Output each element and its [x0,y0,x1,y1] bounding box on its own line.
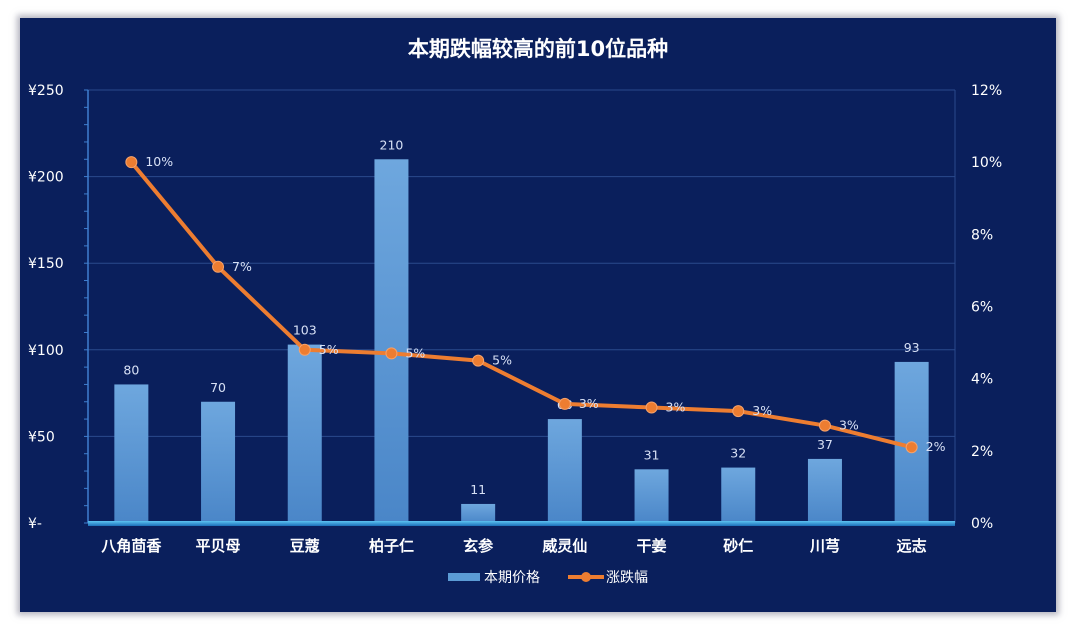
right-tick-label: 10% [971,155,1002,171]
legend-line-marker [581,572,591,582]
right-tick-label: 0% [971,516,993,532]
left-tick-label: ¥150 [28,256,64,272]
category-label: 砂仁 [723,537,753,555]
bar [721,467,756,523]
bar-value-label: 70 [210,380,226,395]
left-tick-label: ¥50 [28,429,55,445]
line-value-label: 3% [666,400,686,415]
bar-series: 8070103210116031323793 [88,137,955,526]
left-tick-label: ¥200 [28,170,64,186]
legend-bar-swatch [448,573,480,581]
line-point [212,260,225,273]
line-point [298,343,311,356]
grid-lines [88,89,955,437]
line-value-label: 3% [579,396,599,411]
category-axis: 八角茴香 平贝母 豆蔻 柏子仁 玄参 威灵仙 干姜 砂仁 川芎 远志 [100,537,926,555]
legend-line-label: 涨跌幅 [606,570,648,586]
legend-bar-label: 本期价格 [484,570,540,586]
left-axis: ¥- ¥50 ¥100 ¥150 ¥200 ¥250 [28,83,89,532]
bar-value-label: 103 [293,323,317,338]
right-tick-label: 6% [971,300,993,316]
line-series: 10% 7% 5% 5% 5% 3% 3% 3% 3% 2% [125,154,946,454]
line-point [732,405,745,418]
bar [374,159,409,523]
bar-value-label: 80 [123,362,139,377]
bar [547,419,582,523]
bar-value-label: 93 [904,340,920,355]
right-tick-label: 8% [971,227,993,243]
legend: 本期价格 涨跌幅 [448,570,648,586]
bar [114,384,149,523]
category-label: 威灵仙 [542,537,587,555]
line-point [385,347,398,360]
bar [461,503,496,523]
line-value-label: 5% [319,342,339,357]
line-value-label: 5% [405,345,425,360]
line-value-label: 3% [839,418,859,433]
line-point [645,401,658,414]
bar [634,469,669,523]
line-value-label: 2% [926,439,946,454]
line-value-label: 10% [145,154,173,169]
right-axis: 0% 2% 4% 6% 8% 10% 12% [954,83,1002,532]
right-tick-label: 4% [971,372,993,388]
line-value-label: 3% [752,403,772,418]
category-label: 平贝母 [196,537,241,555]
bar-value-label: 32 [730,446,746,461]
chart-svg: 本期跌幅较高的前10位品种 ¥- ¥50 ¥100 ¥150 ¥200 ¥250 0% 2%… [28,37,1002,586]
category-label: 玄参 [463,537,494,555]
right-tick-label: 2% [971,444,993,460]
line-point [472,354,485,367]
bar [807,458,842,523]
bar-value-label: 11 [470,482,486,497]
category-label: 柏子仁 [369,537,414,555]
line-point [125,156,138,169]
category-label: 豆蔻 [290,537,320,555]
change-line [129,160,913,450]
bar-value-label: 37 [817,437,833,452]
bar-value-label: 31 [644,447,660,462]
line-value-label: 7% [232,259,252,274]
right-tick-label: 12% [971,83,1002,99]
line-point [818,419,831,432]
bar [287,344,322,523]
bar-value-label: 210 [380,137,404,152]
line-point [558,397,571,410]
category-label: 干姜 [637,537,667,555]
bar [201,401,236,523]
left-tick-label: ¥250 [28,83,64,99]
line-point [905,441,918,454]
category-label: 八角茴香 [100,537,161,555]
category-label: 远志 [897,537,927,555]
category-label: 川芎 [809,537,840,555]
x-axis-baseline [88,521,955,526]
line-value-label: 5% [492,353,512,368]
chart-panel: 本期跌幅较高的前10位品种 ¥- ¥50 ¥100 ¥150 ¥200 ¥250 0% 2%… [20,18,1056,612]
chart-title: 本期跌幅较高的前10位品种 [408,37,668,61]
left-tick-label: ¥- [28,516,42,532]
left-tick-label: ¥100 [28,343,64,359]
